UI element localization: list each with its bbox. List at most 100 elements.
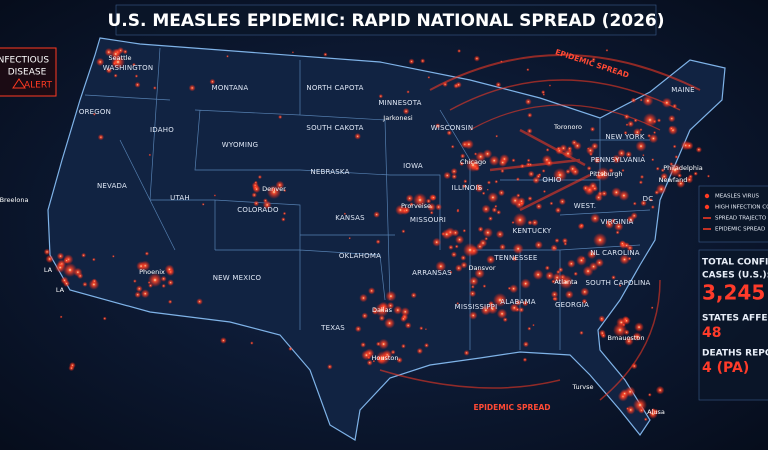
infection-dot (635, 140, 647, 152)
infection-dot (449, 270, 453, 274)
infection-dot (454, 244, 459, 249)
infection-dot (522, 300, 529, 307)
infection-dot (429, 210, 434, 215)
state-label: MINNESOTA (378, 99, 421, 107)
infection-dot (579, 330, 584, 336)
infection-dot (633, 118, 638, 123)
city-label: Prorveise (401, 202, 431, 210)
infection-dot (460, 153, 466, 159)
infection-dot (435, 123, 441, 129)
infection-dot (498, 157, 508, 168)
infection-dot (257, 174, 262, 180)
infection-dot (598, 329, 606, 337)
infection-dot (672, 144, 677, 149)
infection-dot (282, 211, 287, 216)
infection-dot (96, 57, 105, 67)
city-label: LA (44, 266, 53, 274)
state-label: IOWA (403, 162, 423, 170)
infection-dot (639, 98, 643, 102)
infection-dot (488, 155, 500, 166)
infection-dot (134, 74, 139, 78)
infection-dot (68, 365, 75, 372)
city-label: Newfand (659, 176, 688, 184)
infection-dot (378, 338, 389, 350)
legend-label: SPREAD TRAJECTO (715, 216, 767, 222)
infection-dot (558, 267, 564, 273)
infection-dot (476, 184, 480, 187)
infection-dot (43, 248, 51, 256)
infection-dot (473, 55, 480, 62)
infection-dot (135, 285, 143, 293)
infection-dot (626, 407, 630, 411)
infection-dot (45, 254, 54, 264)
alert-icon (12, 78, 26, 89)
infection-dot (196, 298, 203, 305)
infection-dot (487, 192, 499, 203)
city-label: Toronoro (553, 123, 582, 131)
infection-dot (556, 146, 562, 152)
city-label: Dansvor (469, 264, 496, 272)
state-label: MONTANA (212, 84, 249, 92)
infection-dot (460, 254, 467, 261)
infection-dot (598, 315, 606, 323)
infection-dot (511, 158, 516, 163)
infection-dot (617, 148, 626, 158)
infection-dot (92, 257, 96, 262)
infection-dot (477, 226, 484, 233)
infection-dot (97, 134, 105, 141)
infection-dot (251, 192, 257, 198)
state-label: GEORGIA (555, 301, 589, 309)
city-glow (63, 263, 77, 277)
infection-dot (450, 167, 458, 175)
infection-dot (550, 244, 558, 252)
infection-dot (532, 269, 544, 280)
infection-dot (140, 289, 150, 299)
infection-dot (632, 201, 637, 206)
infection-dot (594, 193, 603, 202)
infection-dot (281, 217, 286, 222)
state-label: WASHINGTON (103, 64, 154, 72)
infection-dot (134, 291, 142, 298)
infection-dot (201, 202, 205, 206)
city-label: Philadelphia (663, 164, 703, 172)
infection-dot (633, 127, 642, 137)
city-glow (553, 168, 567, 182)
infection-dot (220, 337, 227, 344)
infection-dot (522, 341, 529, 348)
infection-dot (58, 262, 62, 266)
infection-dot (486, 180, 492, 185)
infection-dot (660, 172, 669, 181)
state-label: UTAH (170, 194, 190, 202)
infection-dot (395, 204, 406, 216)
infection-dot (463, 139, 474, 150)
city-label: Pittsburgh (589, 170, 622, 178)
infection-dot (591, 185, 598, 192)
infection-dot (63, 280, 71, 288)
infection-dot (105, 67, 113, 74)
infection-dot (622, 316, 631, 325)
infection-dot (502, 317, 508, 323)
infection-dot (404, 322, 412, 329)
infection-dot (250, 341, 254, 345)
infection-dot (562, 148, 574, 159)
infection-dot (456, 209, 460, 213)
infection-dot (668, 114, 676, 123)
state-label: NEBRASKA (310, 168, 349, 176)
infection-dot (576, 255, 587, 266)
infection-dot (586, 165, 592, 171)
infection-dot (122, 49, 128, 55)
infection-dot (430, 194, 437, 201)
infection-dot (432, 237, 442, 247)
city-label: Jarkonesi (382, 114, 413, 122)
infection-dot (564, 290, 574, 299)
city-glow (413, 193, 427, 207)
infection-dot (451, 229, 460, 237)
city-label: Denver (262, 185, 286, 193)
infection-dot (481, 204, 491, 214)
infection-dot (545, 271, 555, 281)
infection-dot (500, 60, 503, 63)
infection-dot (410, 292, 417, 299)
state-label: COLORADO (237, 206, 279, 214)
stat-value: 3,245 (702, 281, 765, 305)
infection-dot (468, 276, 479, 287)
